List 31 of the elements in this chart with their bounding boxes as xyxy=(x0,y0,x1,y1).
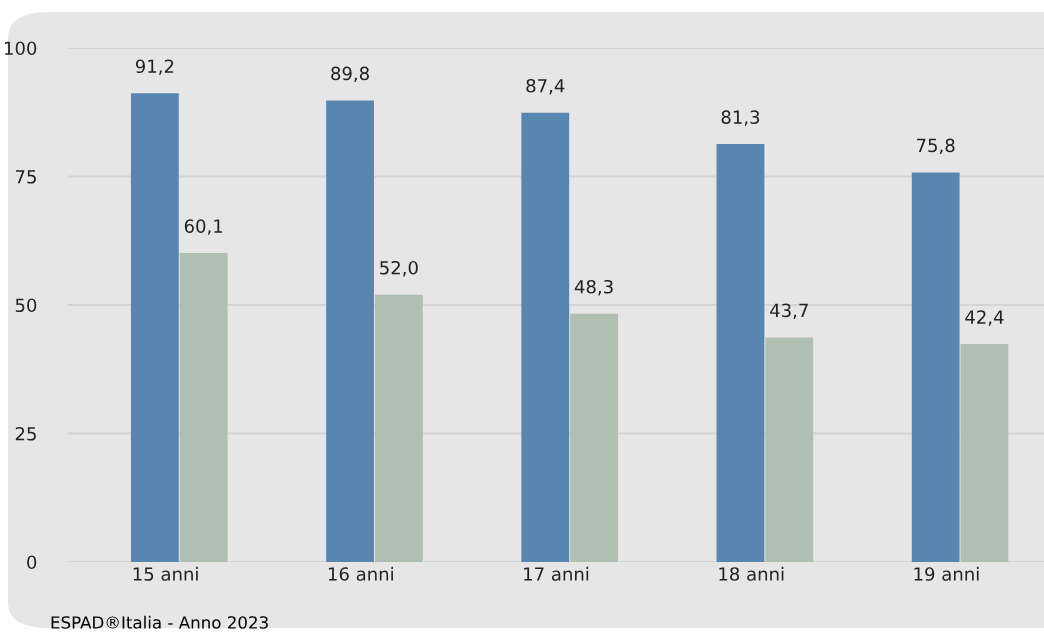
text: ESPAD®Italia - Anno 2023 xyxy=(51,615,268,629)
bar xyxy=(911,172,960,562)
data-label: 42,4 xyxy=(965,310,1004,326)
bar xyxy=(179,253,228,562)
data-label: 81,3 xyxy=(721,110,760,126)
data-label: 89,8 xyxy=(331,66,369,83)
y-tick-label: 0 xyxy=(27,555,37,570)
x-tick-label: 15 anni xyxy=(133,566,198,581)
bar xyxy=(374,294,423,562)
x-tick-label: 18 anni xyxy=(719,566,784,581)
data-label: 87,4 xyxy=(526,78,565,95)
data-label: 48,3 xyxy=(574,279,613,296)
bar xyxy=(716,144,765,562)
data-label: 43,7 xyxy=(770,303,808,320)
y-tick-label: 50 xyxy=(15,298,37,313)
bar xyxy=(570,313,618,562)
y-tick-label: 75 xyxy=(15,170,36,184)
data-label: 52,0 xyxy=(380,260,418,277)
x-tick-label: 17 anni xyxy=(524,566,589,581)
bar xyxy=(326,100,374,562)
data-label: 75,8 xyxy=(917,138,955,155)
x-tick-label: 16 anni xyxy=(328,566,393,581)
bar xyxy=(960,344,1009,562)
y-tick-label: 100 xyxy=(4,41,37,56)
data-label: 60,1 xyxy=(184,219,223,235)
data-label: 91,2 xyxy=(135,59,174,75)
bar xyxy=(130,93,179,562)
bar xyxy=(765,337,814,562)
x-tick-label: 19 anni xyxy=(914,566,979,581)
y-tick-label: 25 xyxy=(15,426,36,441)
bar xyxy=(521,112,570,562)
